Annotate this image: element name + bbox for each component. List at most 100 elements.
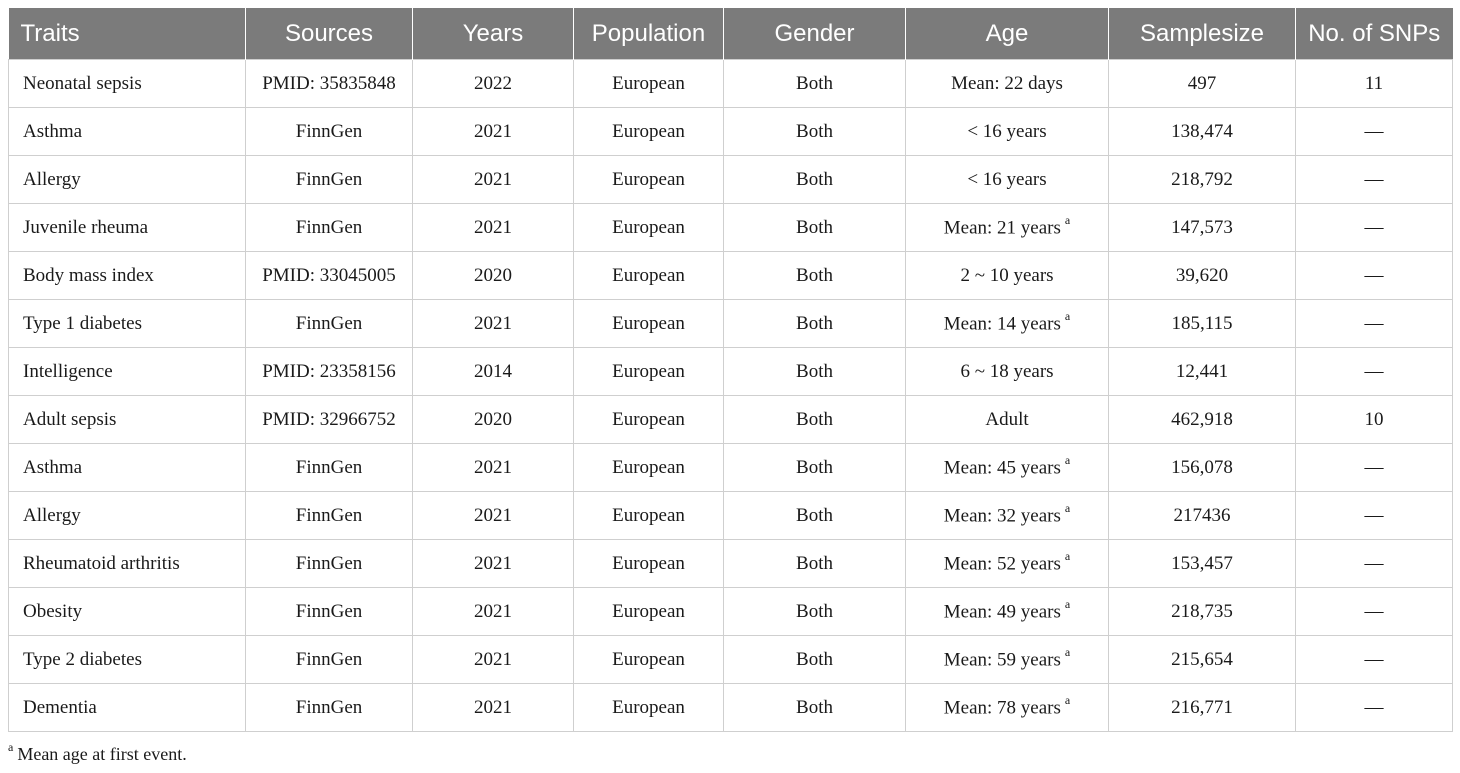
cell-source: FinnGen (245, 107, 413, 156)
cell-samplesize: 39,620 (1108, 251, 1296, 300)
cell-snps: — (1295, 107, 1453, 156)
table-row: Intelligence PMID: 23358156 2014 European Bo… (8, 347, 1453, 396)
age-value: Mean: 49 years (943, 601, 1061, 623)
cell-trait: Type 2 diabetes (8, 635, 246, 684)
age-value: < 16 years (967, 120, 1047, 142)
cell-samplesize: 216,771 (1108, 683, 1296, 732)
cell-samplesize: 462,918 (1108, 395, 1296, 444)
age-footnote-marker: a (1064, 549, 1071, 564)
cell-age: < 16 years (905, 155, 1109, 204)
cell-trait: Juvenile rheuma (8, 203, 246, 252)
header-gender: Gender (723, 8, 906, 60)
cell-age: Mean: 22 days (905, 59, 1109, 108)
cell-snps: — (1295, 539, 1453, 588)
cell-trait: Intelligence (8, 347, 246, 396)
cell-source: FinnGen (245, 587, 413, 636)
table-row: Type 2 diabetes FinnGen 2021 European Both Me… (8, 635, 1453, 684)
cell-gender: Both (723, 203, 906, 252)
cell-age: Mean: 21 years a (905, 203, 1109, 252)
cell-age: Mean: 45 years a (905, 443, 1109, 492)
footnote: a Mean age at first event. (8, 740, 187, 765)
cell-population: European (573, 107, 724, 156)
header-snps: No. of SNPs (1295, 8, 1453, 60)
cell-population: European (573, 587, 724, 636)
cell-trait: Allergy (8, 155, 246, 204)
cell-population: European (573, 59, 724, 108)
cell-gender: Both (723, 251, 906, 300)
cell-year: 2021 (412, 635, 574, 684)
header-samplesize: Samplesize (1108, 8, 1296, 60)
cell-population: European (573, 251, 724, 300)
cell-trait: Body mass index (8, 251, 246, 300)
age-value: < 16 years (967, 168, 1047, 190)
cell-population: European (573, 347, 724, 396)
cell-samplesize: 138,474 (1108, 107, 1296, 156)
cell-year: 2021 (412, 587, 574, 636)
age-value: Adult (985, 408, 1029, 430)
age-value: Mean: 78 years (943, 697, 1061, 719)
cell-age: Mean: 49 years a (905, 587, 1109, 636)
cell-snps: 11 (1295, 59, 1453, 108)
age-value: Mean: 22 days (951, 72, 1063, 94)
cell-year: 2021 (412, 683, 574, 732)
age-footnote-marker: a (1064, 597, 1071, 612)
table-row: Juvenile rheuma FinnGen 2021 European Both Me… (8, 203, 1453, 252)
age-value: Mean: 21 years (943, 217, 1061, 239)
cell-year: 2021 (412, 107, 574, 156)
age-footnote-marker: a (1064, 645, 1071, 660)
table-row: Obesity FinnGen 2021 European Both Mean: 49 y… (8, 587, 1453, 636)
cell-year: 2021 (412, 299, 574, 348)
cell-trait: Obesity (8, 587, 246, 636)
age-value: Mean: 45 years (943, 457, 1061, 479)
cell-source: FinnGen (245, 203, 413, 252)
cell-trait: Allergy (8, 491, 246, 540)
cell-gender: Both (723, 539, 906, 588)
cell-source: FinnGen (245, 491, 413, 540)
cell-samplesize: 147,573 (1108, 203, 1296, 252)
cell-population: European (573, 395, 724, 444)
table-row: Asthma FinnGen 2021 European Both < 16 years 1… (8, 107, 1453, 156)
cell-year: 2020 (412, 251, 574, 300)
cell-trait: Asthma (8, 443, 246, 492)
cell-samplesize: 156,078 (1108, 443, 1296, 492)
cell-year: 2021 (412, 155, 574, 204)
cell-gender: Both (723, 683, 906, 732)
table-body: Neonatal sepsis PMID: 35835848 2022 Europea… (8, 59, 1453, 732)
cell-age: Adult (905, 395, 1109, 444)
cell-gender: Both (723, 395, 906, 444)
cell-population: European (573, 491, 724, 540)
cell-source: PMID: 33045005 (245, 251, 413, 300)
cell-population: European (573, 683, 724, 732)
cell-trait: Adult sepsis (8, 395, 246, 444)
cell-population: European (573, 635, 724, 684)
table-row: Dementia FinnGen 2021 European Both Mean: 78 … (8, 683, 1453, 732)
cell-source: PMID: 35835848 (245, 59, 413, 108)
cell-snps: — (1295, 635, 1453, 684)
age-value: Mean: 52 years (943, 553, 1061, 575)
age-value: Mean: 59 years (943, 649, 1061, 671)
cell-age: 6 ~ 18 years (905, 347, 1109, 396)
cell-samplesize: 218,735 (1108, 587, 1296, 636)
cell-gender: Both (723, 491, 906, 540)
cell-snps: 10 (1295, 395, 1453, 444)
cell-snps: — (1295, 683, 1453, 732)
age-footnote-marker: a (1064, 309, 1071, 324)
cell-trait: Dementia (8, 683, 246, 732)
age-value: Mean: 14 years (943, 313, 1061, 335)
age-footnote-marker: a (1064, 213, 1071, 228)
age-footnote-marker: a (1064, 453, 1071, 468)
cell-gender: Both (723, 107, 906, 156)
cell-samplesize: 218,792 (1108, 155, 1296, 204)
table-row: Body mass index PMID: 33045005 2020 Europea… (8, 251, 1453, 300)
cell-samplesize: 153,457 (1108, 539, 1296, 588)
cell-snps: — (1295, 347, 1453, 396)
age-value: 6 ~ 18 years (960, 360, 1054, 382)
cell-population: European (573, 443, 724, 492)
header-sources: Sources (245, 8, 413, 60)
table-row: Asthma FinnGen 2021 European Both Mean: 45 ye… (8, 443, 1453, 492)
cell-snps: — (1295, 443, 1453, 492)
age-footnote-marker: a (1064, 501, 1071, 516)
table-row: Adult sepsis PMID: 32966752 2020 European Bo… (8, 395, 1453, 444)
cell-source: FinnGen (245, 683, 413, 732)
cell-gender: Both (723, 635, 906, 684)
